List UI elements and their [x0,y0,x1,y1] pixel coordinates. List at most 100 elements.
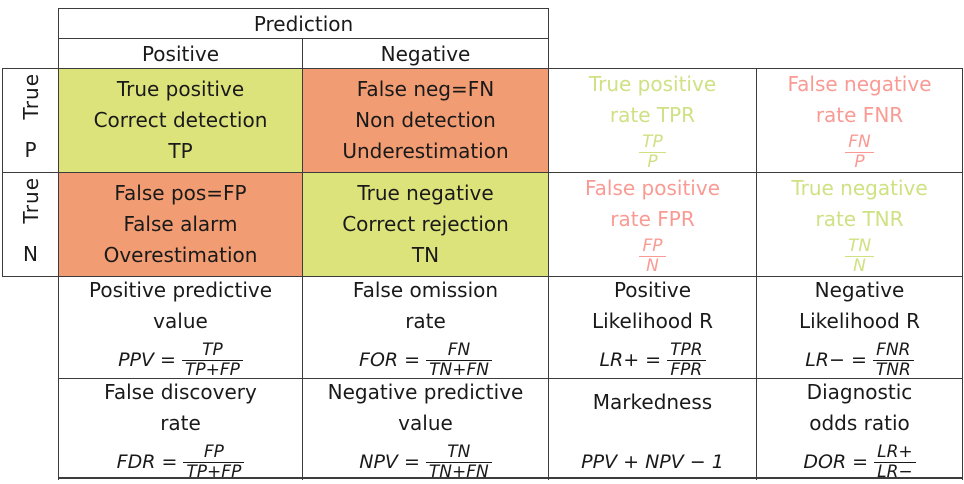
fraction-denominator: TP+FP [184,360,240,380]
fraction-numerator: FN [426,341,492,361]
fraction-denominator: TN+FN [429,360,489,380]
cell-line: rate [160,411,201,435]
fraction: FN TN+FN [426,341,492,380]
formula: FOR = FN TN+FN [359,339,492,380]
grid-line [58,68,59,480]
fraction-denominator: TP+FP [186,462,242,482]
row-label-n: True N [3,173,58,276]
matrix-cell: False negative rate FNR FN P [757,69,962,172]
fraction: TPR FPR [667,341,706,380]
cell-line: Positive predictive [88,278,273,302]
cell-line: Correct rejection [342,212,509,236]
row-label-letter: N [23,242,38,266]
fraction: FNR TNR [872,341,914,380]
fraction-numerator: LR+ [874,443,916,463]
formula-text: PPV + NPV − 1 [581,450,724,473]
fraction: TP P [639,133,666,172]
matrix-cell: False omission rate FOR = FN TN+FN [303,277,548,380]
matrix-cell: Negative predictive value NPV = TN TN+FN [303,379,548,482]
cell-line: rate [405,309,446,333]
fraction: TP TP+FP [181,341,243,380]
formula: LR+ = TPR FPR [599,339,706,380]
grid-line [58,68,962,69]
matrix-cell: Diagnostic odds ratio DOR = LR+ LR− [757,379,962,482]
header-prediction: Prediction [253,11,354,36]
matrix-cell: True negative rate TNR TN N [757,173,962,276]
fraction-denominator: TNR [875,360,911,380]
fraction-denominator: FPR [670,360,703,380]
cell-line: False positive [584,176,720,200]
formula-lhs: DOR = [803,450,869,473]
formula-lhs: NPV = [359,450,420,473]
grid-line [58,38,549,39]
formula-lhs: FDR = [116,450,178,473]
grid-line [2,68,58,69]
fraction-denominator: TN+FN [428,462,489,482]
fraction: LR+ LR− [874,443,916,482]
cell-line: False negative [787,72,932,96]
cell-line: Likelihood R [591,309,714,333]
cell-line: Markedness [592,389,713,414]
cell-line: rate FPR [610,207,695,231]
cell-line: Negative [814,278,905,302]
formula-lhs: LR− = [805,348,867,371]
grid-line [548,68,549,480]
fraction: TN TN+FN [425,443,492,482]
fraction: TN N [844,237,875,276]
fraction: FP TP+FP [183,443,245,482]
cell-line: Likelihood R [798,309,921,333]
matrix-cell: Positive predictive value PPV = TP TP+FP [59,277,302,380]
matrix-cell: False neg=FN Non detection Underestimation [303,69,548,172]
grid-line [58,8,549,9]
grid-line [962,68,963,480]
cell-line: True negative [791,176,928,200]
cell-line: odds ratio [809,411,910,435]
grid-line [2,276,58,277]
cell-line: TN [411,243,440,267]
fraction-denominator: P [647,152,658,172]
cell-line: False omission [352,278,499,302]
grid-line [58,8,59,68]
grid-line [2,172,58,173]
fraction: FN P [845,133,874,172]
formula: FDR = FP TP+FP [117,441,245,482]
matrix-cell: True negative Correct rejection TN [303,173,548,276]
fraction-numerator: FNR [872,341,914,361]
matrix-cell: False pos=FP False alarm Overestimation [59,173,302,276]
cell-line: True negative [357,181,494,205]
row-label-letter: P [24,138,37,162]
fraction-numerator: TPR [667,341,706,361]
fraction-denominator: N [853,256,866,276]
grid-line [2,68,3,276]
cell-line: True positive [116,77,245,101]
fraction-denominator: N [646,256,659,276]
cell-line: value [153,309,208,333]
cell-line: False alarm [123,212,238,236]
matrix-cell: False discovery rate FDR = FP TP+FP [59,379,302,482]
matrix-cell: False positive rate FPR FP N [549,173,756,276]
fraction-numerator: FN [845,133,874,153]
grid-line [548,8,549,68]
cell-line: Negative predictive [327,380,524,404]
grid-line [58,477,962,479]
fraction: FP N [639,237,666,276]
formula: NPV = TN TN+FN [359,441,492,482]
cell-line: rate TNR [815,207,904,231]
row-label-p: True P [3,69,58,172]
row-label-group: True [18,177,43,224]
fraction-numerator: TN [425,443,492,463]
matrix-cell: True positive Correct detection TP [59,69,302,172]
matrix-cell: Markedness PPV + NPV − 1 [549,379,756,480]
cell-line: True positive [588,72,717,96]
row-label-group: True [18,73,43,120]
formula: PPV + NPV − 1 [581,451,724,473]
formula: PPV = TP TP+FP [118,339,243,380]
grid-line [58,172,962,173]
cell-line: Underestimation [342,139,509,163]
fraction-denominator: P [854,152,865,172]
grid-line [58,378,962,379]
fraction-numerator: FP [639,237,666,257]
formula: DOR = LR+ LR− [803,441,916,482]
cell-line: False pos=FP [114,181,247,205]
